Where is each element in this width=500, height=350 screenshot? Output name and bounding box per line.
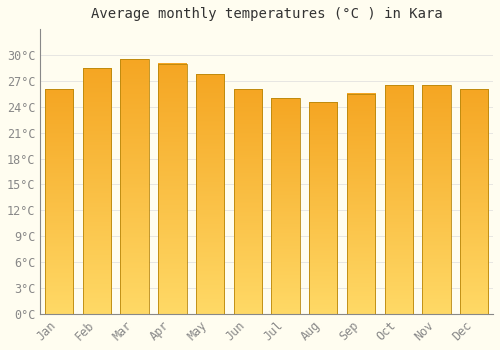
Title: Average monthly temperatures (°C ) in Kara: Average monthly temperatures (°C ) in Ka… <box>91 7 443 21</box>
Bar <box>347 94 375 314</box>
Bar <box>83 68 111 314</box>
Bar <box>272 98 299 314</box>
Bar <box>309 103 338 314</box>
Bar <box>384 85 413 314</box>
Bar <box>45 90 74 314</box>
Bar <box>196 74 224 314</box>
Bar <box>120 59 149 314</box>
Bar <box>422 85 450 314</box>
Bar <box>460 90 488 314</box>
Bar <box>158 64 186 314</box>
Bar <box>234 90 262 314</box>
